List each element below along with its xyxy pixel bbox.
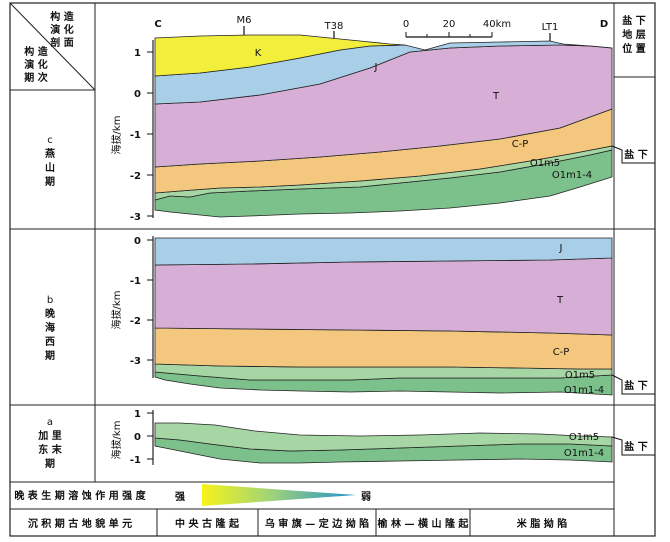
stage-b-line-5: 期: [45, 349, 55, 362]
panel-a-label-o1m5: O1m5: [569, 432, 599, 443]
panel-c-tick-m3: -3: [130, 212, 141, 223]
panel-a-tick-m1: -1: [130, 455, 141, 466]
stage-a-letter: a: [47, 417, 53, 428]
panel-b-tick-m1: -1: [130, 276, 141, 287]
scale-bar: 0 20 40km: [403, 19, 511, 38]
stage-a-line-4: 期: [45, 457, 55, 470]
stage-a-line-3: 东 末: [38, 443, 62, 456]
stage-b-line-3: 海: [45, 321, 55, 334]
panel-b-label-j: J: [559, 243, 563, 254]
unit-wushenqi-dingbian-depression: 乌 审 旗 — 定 边 拗 陷: [265, 517, 369, 530]
unit-mizhi-depression: 米 脂 拗 陷: [517, 517, 567, 530]
stage-c-line-4: 期: [45, 175, 55, 188]
panel-c-tick-1: 1: [134, 48, 141, 59]
panel-b-layer-c-p: [154, 327, 613, 370]
panel-b-tick-m2: -2: [130, 316, 141, 327]
corner-top-line-2: 演 化: [50, 23, 73, 36]
panel-b-label-cp: C-P: [553, 347, 570, 358]
panel-c-label-cp: C-P: [512, 139, 529, 150]
panel-c-label-j: J: [374, 62, 378, 73]
panel-a-layer-o1m5: [154, 422, 613, 452]
right-header-line-3: 位 置: [622, 42, 645, 55]
dissolution-strong: 强: [175, 491, 185, 503]
corner-top-line-1: 构 造: [50, 10, 74, 23]
stage-c-line-2: 燕: [45, 147, 55, 160]
panel-b-ylabel: 海拔/km: [110, 291, 123, 330]
panel-c-tick-m2: -2: [130, 171, 141, 182]
stage-b-line-2: 晚: [45, 307, 55, 320]
panel-a-label-o1m1-4: O1m1-4: [564, 448, 604, 459]
stage-b-letter: b: [47, 295, 53, 306]
panel-b-label-t: T: [556, 295, 564, 306]
panel-c-salt-marker: 盐 下: [624, 148, 647, 161]
panel-a-tick-1: 1: [134, 409, 141, 420]
stage-b-line-4: 西: [45, 336, 55, 348]
corner-bottom-line-3: 期 次: [24, 71, 47, 84]
panel-a-section: [147, 410, 613, 465]
dissolution-label: 晚 表 生 期 溶 蚀 作 用 强 度: [14, 489, 146, 502]
unit-yulin-hengshan-uplift: 榆 林 — 横 山 隆 起: [378, 517, 470, 530]
endpoint-c: C: [154, 19, 161, 30]
panel-c-tick-0: 0: [134, 89, 141, 100]
panel-b-layer-j: [154, 237, 613, 266]
right-header-line-1: 盐 下: [622, 14, 645, 27]
panel-c-label-o1m1-4: O1m1-4: [552, 170, 592, 181]
panel-b-salt-marker: 盐 下: [624, 379, 647, 392]
corner-diagonal: [9, 2, 96, 91]
panel-b-label-o1m5: O1m5: [565, 370, 595, 381]
units-label: 沉 积 期 古 地 貌 单 元: [28, 517, 132, 530]
panel-c-label-k: K: [255, 48, 262, 59]
panel-a-tick-0: 0: [134, 432, 141, 443]
panel-c-tick-m1: -1: [130, 130, 141, 141]
corner-bottom-line-1: 构 造: [24, 45, 48, 58]
well-lt1-label: LT1: [542, 22, 559, 33]
panel-c-section: [147, 34, 613, 218]
scale-tick-20: 20: [443, 19, 456, 30]
stage-c-line-3: 山: [45, 161, 55, 174]
panel-a-ylabel: 海拔/km: [110, 421, 123, 460]
dissolution-weak: 弱: [361, 491, 371, 503]
panel-b-tick-0: 0: [134, 236, 141, 247]
panel-b-label-o1m1-4: O1m1-4: [564, 385, 604, 396]
well-m6-label: M6: [237, 15, 252, 26]
right-header-line-2: 地 层: [622, 28, 645, 41]
scale-tick-0: 0: [403, 19, 409, 30]
panel-a-salt-marker: 盐 下: [624, 440, 647, 453]
dissolution-gradient-wedge: [202, 484, 356, 506]
scale-tick-40: 40km: [483, 19, 511, 30]
stage-c-letter: c: [47, 135, 53, 146]
panel-c-label-o1m5: O1m5: [530, 158, 560, 169]
panel-c-layer-k: [154, 34, 406, 77]
well-t38-label: T38: [324, 21, 344, 32]
corner-bottom-line-2: 演 化: [24, 58, 47, 71]
outer-frame: [9, 2, 656, 537]
panel-b-layer-t: [154, 257, 613, 336]
panel-c-label-t: T: [492, 91, 500, 102]
unit-central-uplift: 中 央 古 隆 起: [175, 517, 240, 530]
panel-c-ylabel: 海拔/km: [110, 116, 123, 155]
stage-a-line-2: 加 里: [37, 429, 61, 442]
endpoint-d: D: [600, 19, 608, 30]
panel-b-section: [147, 236, 613, 396]
panel-b-tick-m3: -3: [130, 356, 141, 367]
corner-top-line-3: 剖 面: [50, 36, 73, 49]
